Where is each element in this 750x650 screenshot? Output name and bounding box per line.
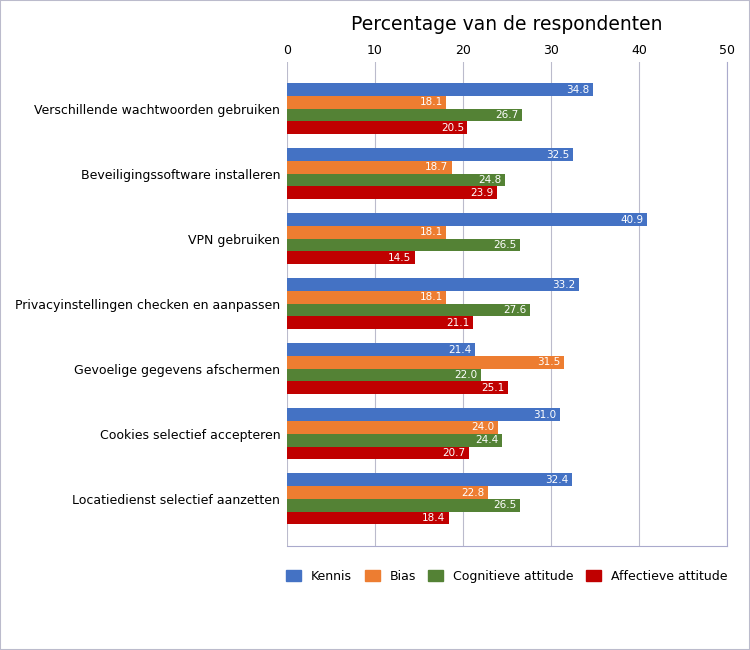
Text: 22.0: 22.0 bbox=[454, 370, 477, 380]
Text: 22.8: 22.8 bbox=[461, 488, 484, 497]
Text: 21.4: 21.4 bbox=[448, 344, 472, 355]
Bar bbox=[287, 304, 530, 317]
Legend: Kennis, Bias, Cognitieve attitude, Affectieve attitude: Kennis, Bias, Cognitieve attitude, Affec… bbox=[281, 565, 733, 588]
Bar bbox=[287, 148, 573, 161]
Text: 20.5: 20.5 bbox=[441, 123, 464, 133]
Text: 25.1: 25.1 bbox=[482, 383, 505, 393]
Text: 33.2: 33.2 bbox=[553, 280, 576, 290]
Bar bbox=[287, 447, 470, 459]
Bar bbox=[287, 421, 498, 434]
Text: 24.4: 24.4 bbox=[475, 435, 498, 445]
Text: 20.7: 20.7 bbox=[442, 448, 466, 458]
Text: 14.5: 14.5 bbox=[388, 253, 411, 263]
Text: 32.4: 32.4 bbox=[545, 475, 568, 485]
Bar bbox=[287, 161, 452, 174]
Bar bbox=[287, 434, 502, 447]
Bar bbox=[287, 278, 579, 291]
Text: 40.9: 40.9 bbox=[620, 214, 644, 225]
Bar bbox=[287, 512, 449, 525]
Bar bbox=[287, 83, 593, 96]
Bar bbox=[287, 122, 467, 134]
Bar bbox=[287, 408, 560, 421]
Text: 18.7: 18.7 bbox=[424, 162, 448, 172]
Text: 26.5: 26.5 bbox=[494, 500, 517, 510]
Text: 26.7: 26.7 bbox=[495, 110, 518, 120]
Text: 23.9: 23.9 bbox=[470, 188, 494, 198]
Bar bbox=[287, 213, 647, 226]
Bar bbox=[287, 96, 446, 109]
Bar bbox=[287, 291, 446, 304]
Text: 27.6: 27.6 bbox=[503, 305, 526, 315]
Bar bbox=[287, 369, 481, 382]
Text: 34.8: 34.8 bbox=[566, 84, 590, 94]
Bar bbox=[287, 174, 506, 187]
Title: Percentage van de respondenten: Percentage van de respondenten bbox=[351, 15, 663, 34]
Bar bbox=[287, 226, 446, 239]
Bar bbox=[287, 382, 508, 394]
Bar bbox=[287, 499, 520, 512]
Bar bbox=[287, 343, 476, 356]
Bar bbox=[287, 109, 522, 122]
Text: 18.1: 18.1 bbox=[419, 98, 442, 107]
Bar bbox=[287, 187, 497, 199]
Text: 21.1: 21.1 bbox=[446, 318, 470, 328]
Text: 31.5: 31.5 bbox=[538, 358, 561, 367]
Text: 24.8: 24.8 bbox=[478, 175, 502, 185]
Bar bbox=[287, 486, 488, 499]
Bar bbox=[287, 356, 564, 369]
Bar bbox=[287, 473, 572, 486]
Bar bbox=[287, 317, 472, 329]
Text: 32.5: 32.5 bbox=[546, 150, 569, 160]
Text: 18.1: 18.1 bbox=[419, 227, 442, 237]
Text: 24.0: 24.0 bbox=[472, 422, 495, 432]
Text: 26.5: 26.5 bbox=[494, 240, 517, 250]
Text: 31.0: 31.0 bbox=[533, 410, 556, 420]
Bar bbox=[287, 252, 415, 264]
Text: 18.4: 18.4 bbox=[422, 513, 445, 523]
Text: 18.1: 18.1 bbox=[419, 292, 442, 302]
Bar bbox=[287, 239, 520, 252]
